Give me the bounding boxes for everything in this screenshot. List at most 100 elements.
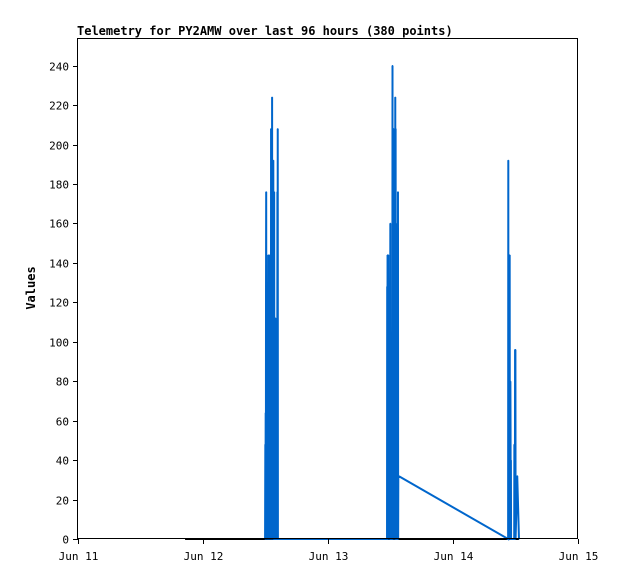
data-point bbox=[395, 412, 397, 414]
data-point bbox=[276, 191, 278, 193]
data-point bbox=[265, 285, 267, 288]
data-point bbox=[394, 96, 396, 98]
x-tick-label: Jun 15 bbox=[559, 550, 599, 563]
data-point bbox=[266, 317, 268, 319]
data-point bbox=[269, 427, 272, 430]
data-point bbox=[270, 128, 272, 130]
data-point bbox=[397, 443, 399, 445]
data-point bbox=[268, 349, 270, 351]
data-point bbox=[509, 254, 511, 256]
y-tick-label: 240 bbox=[49, 61, 69, 74]
data-point bbox=[273, 364, 275, 367]
data-point bbox=[267, 349, 269, 351]
data-point bbox=[391, 65, 394, 67]
x-tick-label: Jun 12 bbox=[184, 550, 224, 563]
y-tick-label: 40 bbox=[56, 455, 69, 468]
x-tick-label: Jun 14 bbox=[434, 550, 474, 563]
data-point bbox=[265, 412, 267, 414]
y-tick-label: 0 bbox=[62, 534, 69, 547]
data-point bbox=[277, 128, 279, 130]
y-tick-label: 220 bbox=[49, 100, 69, 113]
data-point bbox=[268, 443, 270, 445]
data-point bbox=[387, 443, 389, 445]
x-axis: Jun 11 Jun 12 Jun 13 Jun 14 Jun 15 bbox=[59, 539, 599, 563]
data-point bbox=[267, 254, 269, 256]
data-point bbox=[392, 475, 394, 477]
data-point bbox=[266, 459, 268, 461]
data-point bbox=[393, 128, 395, 130]
data-point bbox=[273, 191, 275, 193]
data-point bbox=[510, 459, 512, 461]
data-point bbox=[386, 285, 388, 288]
y-tick-label: 180 bbox=[49, 179, 69, 192]
y-tick-label: 160 bbox=[49, 218, 69, 231]
y-tick-label: 20 bbox=[56, 495, 69, 508]
data-point bbox=[508, 475, 510, 477]
data-point bbox=[272, 159, 274, 161]
data-point bbox=[389, 506, 391, 509]
data-point bbox=[390, 491, 392, 493]
data-point bbox=[266, 427, 269, 430]
data-point bbox=[389, 222, 391, 225]
y-tick-label: 200 bbox=[49, 140, 69, 153]
data-point bbox=[392, 222, 394, 225]
data-point bbox=[397, 191, 399, 193]
data-point bbox=[264, 443, 266, 445]
data-point bbox=[388, 475, 391, 477]
data-point bbox=[269, 396, 271, 398]
data-point bbox=[271, 285, 274, 288]
data-point bbox=[269, 459, 271, 461]
data-point bbox=[395, 222, 397, 225]
data-point bbox=[391, 506, 393, 509]
x-tick-label: Jun 13 bbox=[309, 550, 349, 563]
data-point bbox=[507, 159, 509, 161]
y-tick-label: 100 bbox=[49, 337, 69, 350]
data-point bbox=[275, 349, 277, 351]
y-axis-label: Values bbox=[24, 266, 38, 309]
data-point bbox=[393, 191, 396, 193]
data-point bbox=[395, 128, 397, 130]
data-point bbox=[509, 396, 511, 398]
chart-title: Telemetry for PY2AMW over last 96 hours … bbox=[77, 24, 453, 38]
data-point bbox=[275, 317, 277, 319]
data-point bbox=[393, 364, 396, 367]
data-point bbox=[387, 317, 389, 319]
y-tick-label: 80 bbox=[56, 376, 69, 389]
data-point bbox=[267, 396, 269, 398]
data-point bbox=[393, 396, 395, 398]
data-point bbox=[509, 427, 512, 430]
data-point bbox=[392, 333, 395, 335]
data-point bbox=[508, 443, 510, 445]
data-point bbox=[271, 96, 273, 98]
data-point bbox=[272, 349, 274, 351]
data-point bbox=[394, 222, 396, 225]
data-point bbox=[271, 475, 273, 477]
data-point bbox=[388, 491, 390, 493]
data-point bbox=[270, 333, 273, 335]
data-point bbox=[269, 254, 271, 256]
data-point bbox=[271, 349, 273, 351]
data-point bbox=[266, 412, 268, 414]
y-tick-label: 120 bbox=[49, 297, 69, 310]
data-point bbox=[387, 254, 389, 256]
data-point bbox=[272, 317, 274, 319]
data-point bbox=[268, 475, 270, 477]
y-tick-label: 140 bbox=[49, 258, 69, 271]
x-tick-label: Jun 11 bbox=[59, 550, 99, 563]
data-point bbox=[514, 443, 516, 445]
y-tick-label: 60 bbox=[56, 416, 69, 429]
data-point bbox=[509, 380, 511, 382]
data-point bbox=[270, 349, 272, 351]
data-point bbox=[397, 475, 399, 477]
data-point bbox=[508, 254, 510, 256]
data-point bbox=[516, 475, 518, 477]
data-point bbox=[387, 506, 390, 509]
data-point bbox=[265, 191, 267, 193]
data-point bbox=[389, 380, 391, 382]
y-axis: 0 20 40 60 80 100 120 140 160 180 200 220 240 bbox=[49, 61, 78, 547]
data-point bbox=[268, 285, 271, 288]
data-point bbox=[514, 349, 517, 351]
